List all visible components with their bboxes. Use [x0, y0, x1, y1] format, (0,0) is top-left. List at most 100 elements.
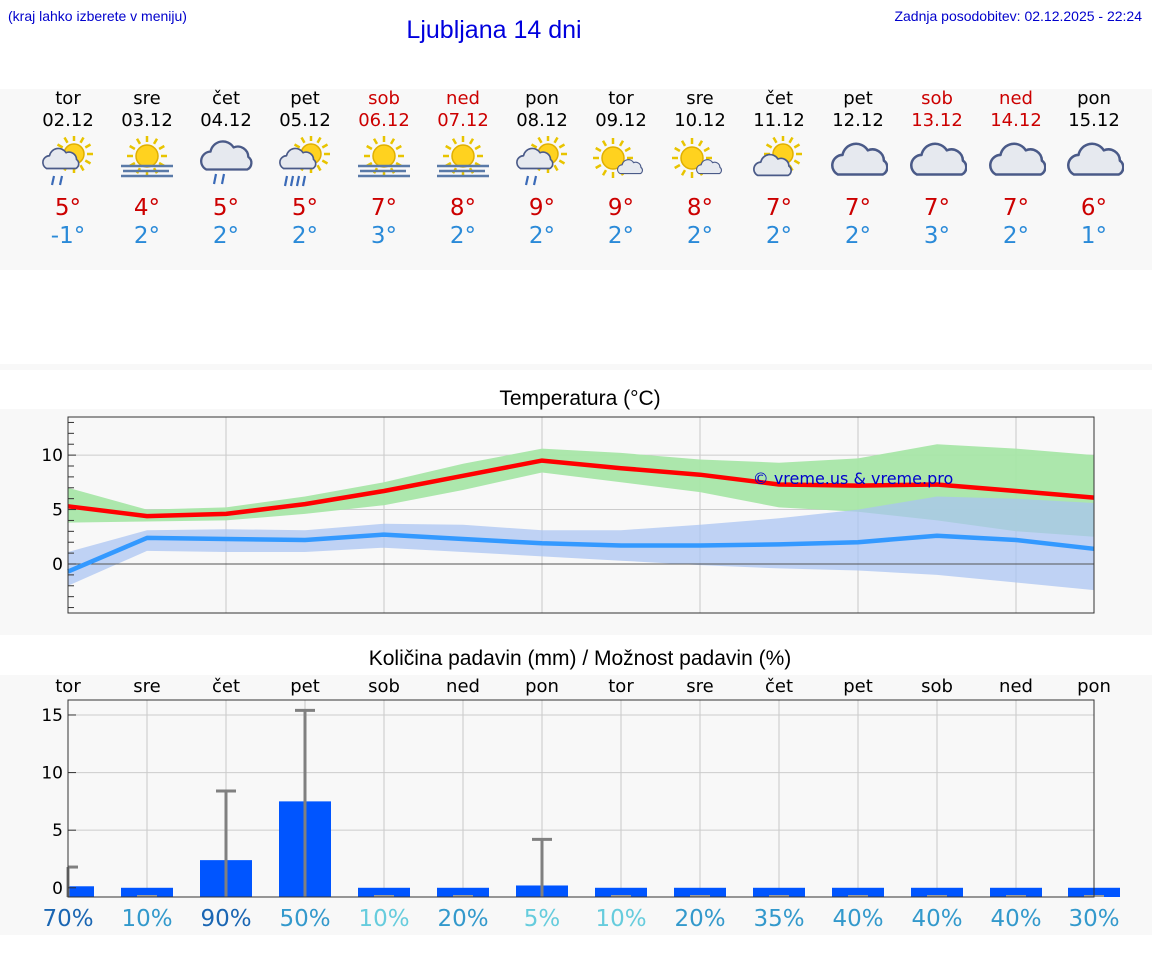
- precipitation-chart: tor sre čet pet sob ned pon tor sre čet pet sob ned p…: [41, 676, 1120, 932]
- min-temperature: 3°: [370, 223, 398, 249]
- day-date: 15.12: [1068, 110, 1120, 131]
- max-temperature: 6°: [1080, 195, 1108, 221]
- forecast-day: sob 13.12 7° 3°: [898, 88, 977, 250]
- max-temperature: 9°: [528, 195, 556, 221]
- day-date: 14.12: [990, 110, 1042, 131]
- max-temperature: 5°: [54, 195, 82, 221]
- precipitation-bar: [990, 887, 1042, 897]
- max-temperature: 9°: [607, 195, 635, 221]
- precipitation-probability: 40%: [990, 906, 1041, 932]
- forecast-day: pon 08.12 9° 2°: [503, 88, 582, 250]
- forecast-day: sre 10.12 8° 2°: [661, 88, 740, 250]
- precipitation-bar: [911, 887, 963, 897]
- day-date: 04.12: [200, 110, 252, 131]
- day-name: pon: [525, 88, 559, 109]
- spacer-band: [0, 364, 1152, 370]
- day-name: čet: [764, 88, 794, 109]
- precipitation-bar: [121, 887, 173, 897]
- precipitation-probability: 50%: [279, 906, 330, 932]
- day-name: ned: [446, 88, 480, 109]
- precipitation-probability: 20%: [674, 906, 725, 932]
- min-temperature: 2°: [1002, 223, 1030, 249]
- sun-fog-icon: [358, 136, 410, 178]
- sun-cloud-heavy-rain-icon: [279, 136, 330, 187]
- forecast-day: tor 02.12 5° -1°: [29, 88, 108, 250]
- min-temperature: 2°: [528, 223, 556, 249]
- precip-chart-title: Količina padavin (mm) / Možnost padavin …: [368, 647, 792, 670]
- forecast-day: čet 04.12 5° 2°: [187, 88, 266, 250]
- sun-small-cloud-icon: [672, 138, 722, 178]
- cloud-icon: [1067, 142, 1124, 176]
- min-temperature: 2°: [765, 223, 793, 249]
- min-temperature: 3°: [923, 223, 951, 249]
- precipitation-probability: 90%: [200, 906, 251, 932]
- day-name: sob: [368, 88, 400, 109]
- max-temperature-line: [67, 458, 1095, 519]
- precipitation-bar: [68, 886, 94, 897]
- cloud-icon: [989, 142, 1046, 176]
- day-label: ned: [446, 676, 480, 697]
- day-name: pon: [1077, 88, 1111, 109]
- forecast-day: pon 15.12 6° 1°: [1055, 88, 1134, 250]
- precipitation-probability: 70%: [42, 906, 93, 932]
- max-temperature: 4°: [133, 195, 161, 221]
- day-label: tor: [55, 676, 81, 697]
- precipitation-probability: 35%: [753, 906, 804, 932]
- last-updated: Zadnja posodobitev: 02.12.2025 - 22:24: [894, 8, 1142, 24]
- day-date: 10.12: [674, 110, 726, 131]
- forecast-day: ned 07.12 8° 2°: [424, 88, 503, 250]
- max-temperature: 7°: [844, 195, 872, 221]
- day-name: tor: [55, 88, 81, 109]
- precipitation-probability: 10%: [358, 906, 409, 932]
- day-date: 07.12: [437, 110, 489, 131]
- temperature-chart: 0 5 10 © vreme.us & vreme.pro: [41, 416, 1095, 614]
- max-temperature: 5°: [291, 195, 319, 221]
- max-temperature-range-band: [68, 444, 1094, 537]
- precipitation-bar: [674, 887, 726, 897]
- day-date: 03.12: [121, 110, 173, 131]
- watermark: © vreme.us & vreme.pro: [753, 469, 954, 488]
- min-temperature: 1°: [1080, 223, 1108, 249]
- precipitation-probability: 10%: [595, 906, 646, 932]
- day-date: 12.12: [832, 110, 884, 131]
- sun-fog-icon: [437, 136, 489, 178]
- precipitation-bar: [437, 887, 489, 897]
- min-temperature-line: [67, 532, 1095, 574]
- min-temperature: 2°: [212, 223, 240, 249]
- plot-frame: [67, 416, 1095, 614]
- day-date: 05.12: [279, 110, 331, 131]
- cloud-icon: [910, 142, 967, 176]
- day-label: sre: [133, 676, 160, 697]
- forecast-day: sre 03.12 4° 2°: [108, 88, 187, 250]
- max-temperature: 7°: [923, 195, 951, 221]
- y-tick-label: 0: [52, 879, 63, 899]
- cloud-rain-icon: [200, 140, 253, 185]
- forecast-day: čet 11.12 7° 2°: [740, 88, 819, 250]
- day-label: tor: [608, 676, 634, 697]
- max-temperature: 7°: [370, 195, 398, 221]
- precipitation-probability: 40%: [911, 906, 962, 932]
- max-temperature: 7°: [1002, 195, 1030, 221]
- max-temperature: 5°: [212, 195, 240, 221]
- day-name: pet: [843, 88, 873, 109]
- precipitation-probability: 10%: [121, 906, 172, 932]
- day-name: sre: [133, 88, 161, 109]
- max-temperature: 7°: [765, 195, 793, 221]
- day-label: sob: [921, 676, 953, 697]
- day-label: ned: [999, 676, 1033, 697]
- day-name: pet: [290, 88, 320, 109]
- precipitation-probability: 40%: [832, 906, 883, 932]
- temperature-chart-title: Temperatura (°C): [499, 387, 661, 410]
- day-date: 11.12: [753, 110, 805, 131]
- sun-fog-icon: [121, 136, 173, 178]
- precipitation-bar: [358, 887, 410, 897]
- day-label: pet: [290, 676, 320, 697]
- y-tick-label: 10: [41, 446, 63, 466]
- precipitation-bar: [832, 887, 884, 897]
- day-label: sre: [686, 676, 713, 697]
- sun-cloud-rain-icon: [42, 136, 93, 186]
- min-temperature: 2°: [291, 223, 319, 249]
- forecast-day: tor 09.12 9° 2°: [582, 88, 661, 250]
- day-label: čet: [765, 676, 793, 697]
- day-label: čet: [212, 676, 240, 697]
